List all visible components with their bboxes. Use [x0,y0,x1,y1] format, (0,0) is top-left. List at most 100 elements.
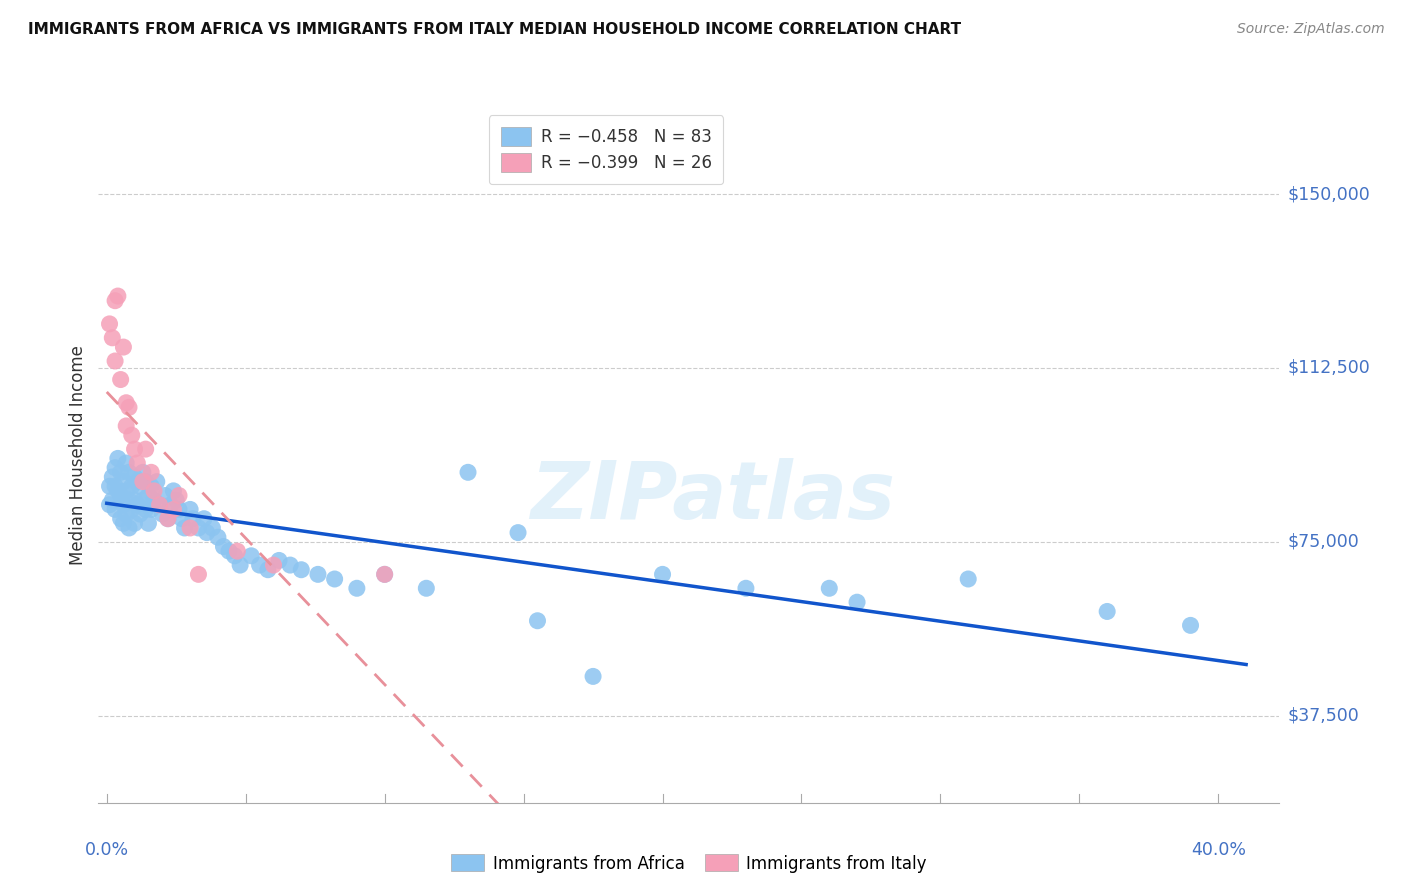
Text: IMMIGRANTS FROM AFRICA VS IMMIGRANTS FROM ITALY MEDIAN HOUSEHOLD INCOME CORRELAT: IMMIGRANTS FROM AFRICA VS IMMIGRANTS FRO… [28,22,962,37]
Point [1180,618,1202,632]
Point [415,582,437,596]
Point [187,521,209,535]
Point [179,521,201,535]
Point [127,475,149,489]
Text: $112,500: $112,500 [1288,359,1371,377]
Point [735,582,758,596]
Point [957,572,980,586]
Point [1095,605,1118,619]
Point [224,549,246,563]
Point [307,567,329,582]
Point [143,483,166,498]
Point [846,595,869,609]
Point [138,516,160,531]
Point [115,419,138,434]
Point [112,475,135,489]
Point [229,558,252,573]
Point [110,489,132,503]
Point [104,460,127,475]
Text: Source: ZipAtlas.com: Source: ZipAtlas.com [1237,22,1385,37]
Point [212,540,235,554]
Point [173,521,195,535]
Point [110,466,132,480]
Point [818,582,841,596]
Point [104,354,127,368]
Point [124,442,146,456]
Point [141,466,163,480]
Point [240,549,263,563]
Point [167,502,190,516]
Point [141,502,163,516]
Point [526,614,548,628]
Point [104,502,127,516]
Point [278,558,301,573]
Point [150,507,173,521]
Point [118,493,141,508]
Point [127,456,149,470]
Point [124,493,146,508]
Point [156,511,179,525]
Point [207,530,229,544]
Point [110,511,132,525]
Point [159,498,181,512]
Legend: R = −0.458   N = 83, R = −0.399   N = 26: R = −0.458 N = 83, R = −0.399 N = 26 [489,115,724,184]
Point [132,475,155,489]
Point [179,502,201,516]
Point [118,521,141,535]
Point [129,507,152,521]
Point [187,567,209,582]
Point [148,498,170,512]
Text: $75,000: $75,000 [1288,533,1360,551]
Y-axis label: Median Household Income: Median Household Income [69,345,87,565]
Point [101,470,124,484]
Point [101,331,124,345]
Point [582,669,605,683]
Point [127,498,149,512]
Point [98,498,121,512]
Point [167,489,190,503]
Point [170,511,193,525]
Point [457,466,479,480]
Point [162,483,184,498]
Point [193,511,215,525]
Legend: Immigrants from Africa, Immigrants from Italy: Immigrants from Africa, Immigrants from … [444,847,934,880]
Point [156,511,179,525]
Point [112,498,135,512]
Point [104,479,127,493]
Point [132,493,155,508]
Point [112,340,135,354]
Point [115,483,138,498]
Point [263,558,285,573]
Point [267,553,290,567]
Point [115,507,138,521]
Point [218,544,240,558]
Point [118,466,141,480]
Text: $37,500: $37,500 [1288,706,1360,725]
Point [153,489,176,503]
Point [135,442,157,456]
Point [124,516,146,531]
Point [290,563,312,577]
Point [162,502,184,516]
Text: 40.0%: 40.0% [1191,841,1246,859]
Point [346,582,368,596]
Point [107,289,129,303]
Point [98,317,121,331]
Point [146,475,169,489]
Point [141,479,163,493]
Point [226,544,249,558]
Text: ZIPatlas: ZIPatlas [530,458,896,536]
Point [115,456,138,470]
Point [135,502,157,516]
Point [257,563,280,577]
Point [115,396,138,410]
Point [107,483,129,498]
Point [135,475,157,489]
Point [104,293,127,308]
Point [110,373,132,387]
Text: $150,000: $150,000 [1288,185,1371,203]
Point [118,401,141,415]
Point [181,511,204,525]
Point [124,470,146,484]
Point [129,479,152,493]
